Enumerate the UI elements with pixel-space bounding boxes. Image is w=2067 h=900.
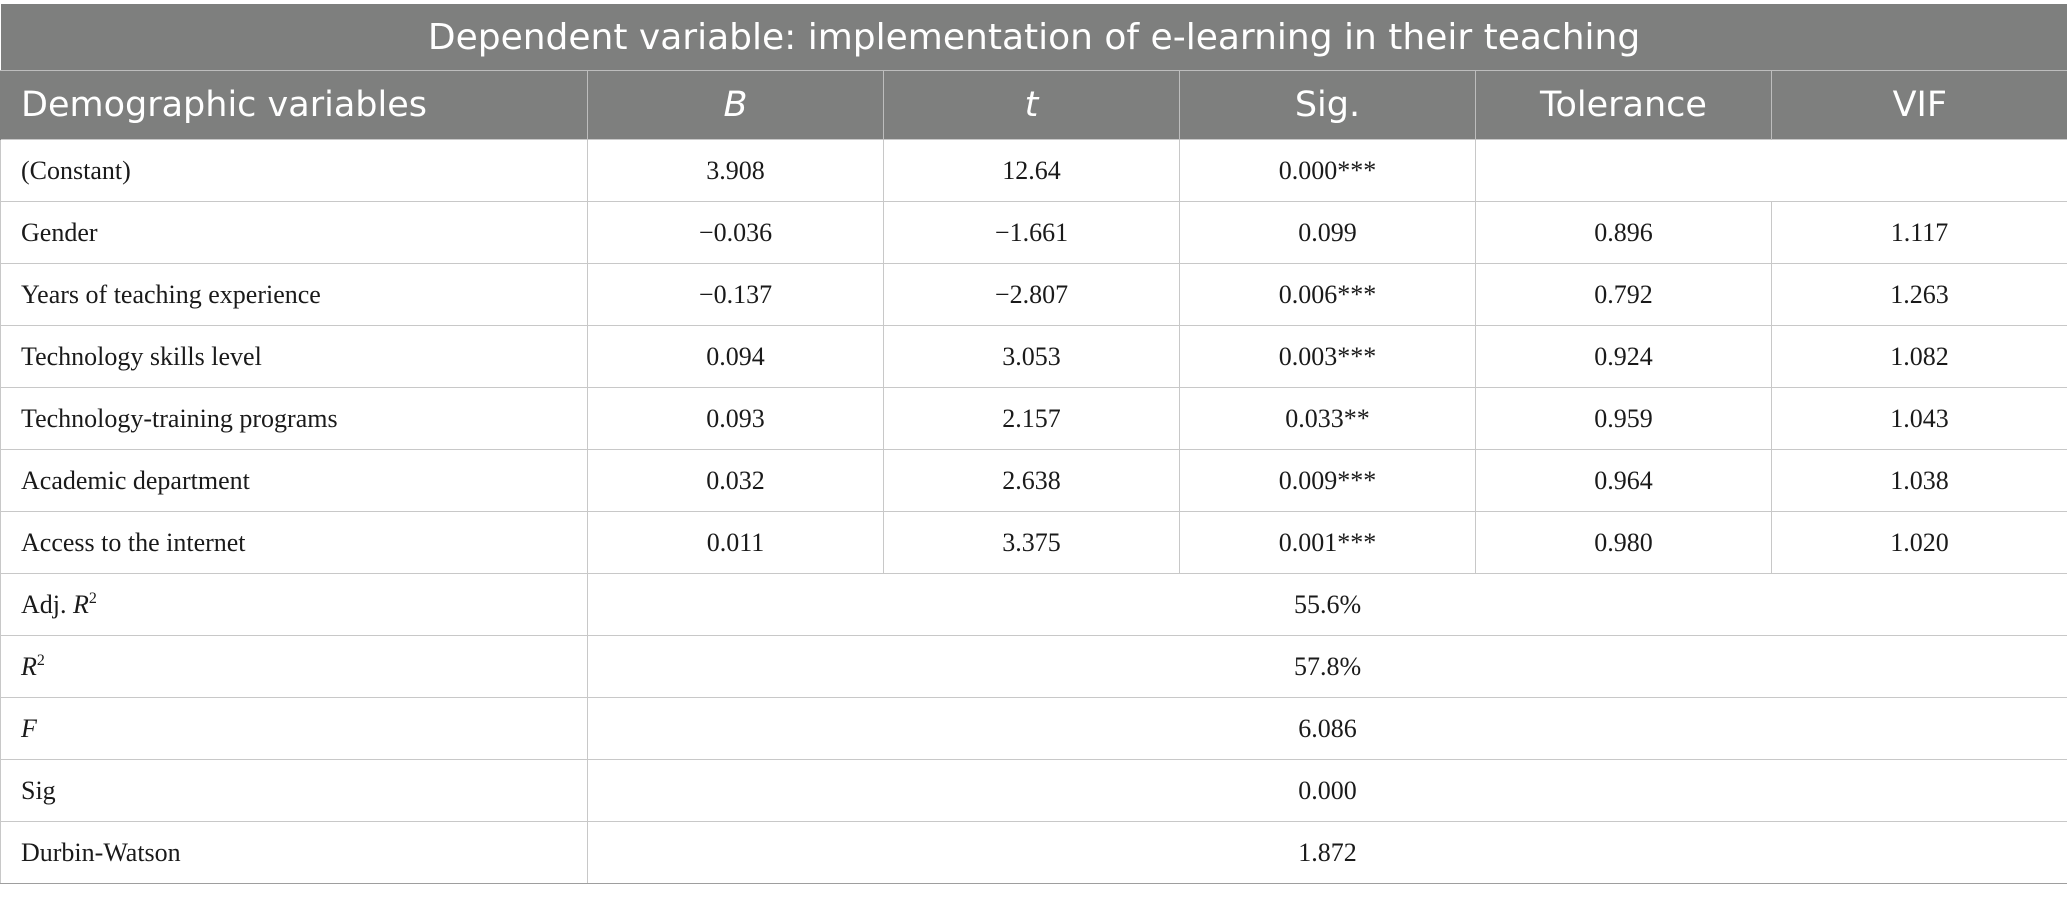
cell-tolerance: 0.964 — [1475, 449, 1772, 512]
cell-b: 0.032 — [587, 449, 884, 512]
cell-vif: 1.020 — [1770, 511, 2067, 574]
table-row-skills: Technology skills level 0.094 3.053 0.00… — [0, 325, 2067, 388]
cell-t: 12.64 — [883, 139, 1180, 202]
r-symbol: R — [21, 651, 37, 681]
cell-b: 3.908 — [587, 139, 884, 202]
summary-value-adj-r2: 55.6% — [586, 573, 2067, 636]
cell-t: 2.157 — [883, 387, 1180, 450]
summary-label-durbin-watson: Durbin-Watson — [0, 821, 588, 884]
cell-tolerance: 0.924 — [1475, 325, 1772, 388]
cell-tolerance: 0.792 — [1475, 263, 1772, 326]
cell-b: −0.036 — [587, 201, 884, 264]
cell-vif: 1.038 — [1770, 449, 2067, 512]
cell-t: 3.375 — [883, 511, 1180, 574]
table-title: Dependent variable: implementation of e-… — [0, 4, 2067, 71]
cell-sig: 0.009*** — [1179, 449, 1476, 512]
cell-t: −1.661 — [883, 201, 1180, 264]
cell-t: −2.807 — [883, 263, 1180, 326]
cell-sig: 0.000*** — [1179, 139, 1476, 202]
cell-tolerance: 0.980 — [1475, 511, 1772, 574]
header-tolerance: Tolerance — [1475, 70, 1772, 140]
summary-label-adj-r2: Adj. R2 — [0, 573, 588, 636]
squared-superscript: 2 — [36, 651, 45, 669]
cell-t: 2.638 — [883, 449, 1180, 512]
table-row-internet: Access to the internet 0.011 3.375 0.001… — [0, 511, 2067, 574]
header-b: B — [587, 70, 884, 140]
summary-value-r2: 57.8% — [586, 635, 2067, 698]
f-symbol: F — [21, 713, 37, 743]
cell-tolerance: 0.959 — [1475, 387, 1772, 450]
cell-b: −0.137 — [587, 263, 884, 326]
cell-tolerance-vif-empty — [1474, 139, 2067, 202]
row-label: Access to the internet — [0, 511, 588, 574]
header-sig: Sig. — [1179, 70, 1476, 140]
cell-vif: 1.082 — [1770, 325, 2067, 388]
cell-b: 0.011 — [587, 511, 884, 574]
cell-vif: 1.263 — [1770, 263, 2067, 326]
summary-label-r2: R2 — [0, 635, 588, 698]
summary-row-f: F 6.086 — [0, 697, 2067, 760]
cell-t: 3.053 — [883, 325, 1180, 388]
row-label: (Constant) — [0, 139, 588, 202]
row-label: Technology-training programs — [0, 387, 588, 450]
row-label: Gender — [0, 201, 588, 264]
summary-label-f: F — [0, 697, 588, 760]
summary-row-r2: R2 57.8% — [0, 635, 2067, 698]
cell-tolerance: 0.896 — [1475, 201, 1772, 264]
summary-value-durbin-watson: 1.872 — [586, 821, 2067, 884]
table-row-gender: Gender −0.036 −1.661 0.099 0.896 1.117 — [0, 201, 2067, 264]
cell-b: 0.094 — [587, 325, 884, 388]
table-row-department: Academic department 0.032 2.638 0.009***… — [0, 449, 2067, 512]
summary-value-sig: 0.000 — [586, 759, 2067, 822]
row-label: Years of teaching experience — [0, 263, 588, 326]
adj-prefix: Adj. — [21, 589, 73, 619]
table-row-training: Technology-training programs 0.093 2.157… — [0, 387, 2067, 450]
header-t: t — [883, 70, 1180, 140]
cell-sig: 0.006*** — [1179, 263, 1476, 326]
regression-table: Dependent variable: implementation of e-… — [0, 4, 2067, 884]
cell-b: 0.093 — [587, 387, 884, 450]
cell-sig: 0.001*** — [1179, 511, 1476, 574]
cell-sig: 0.033** — [1179, 387, 1476, 450]
header-vif: VIF — [1770, 70, 2067, 140]
r-symbol: R — [73, 589, 89, 619]
summary-value-f: 6.086 — [586, 697, 2067, 760]
row-label: Technology skills level — [0, 325, 588, 388]
summary-label-sig: Sig — [0, 759, 588, 822]
cell-sig: 0.003*** — [1179, 325, 1476, 388]
cell-vif: 1.043 — [1770, 387, 2067, 450]
table-row-experience: Years of teaching experience −0.137 −2.8… — [0, 263, 2067, 326]
summary-row-adj-r2: Adj. R2 55.6% — [0, 573, 2067, 636]
cell-vif: 1.117 — [1770, 201, 2067, 264]
squared-superscript: 2 — [88, 589, 97, 607]
cell-sig: 0.099 — [1179, 201, 1476, 264]
row-label: Academic department — [0, 449, 588, 512]
table-row-constant: (Constant) 3.908 12.64 0.000*** — [0, 139, 2067, 202]
header-row: Demographic variables B t Sig. Tolerance… — [0, 70, 2067, 140]
summary-row-durbin-watson: Durbin-Watson 1.872 — [0, 821, 2067, 884]
table-title-row: Dependent variable: implementation of e-… — [0, 4, 2067, 71]
header-demographic: Demographic variables — [0, 70, 588, 140]
summary-row-sig: Sig 0.000 — [0, 759, 2067, 822]
